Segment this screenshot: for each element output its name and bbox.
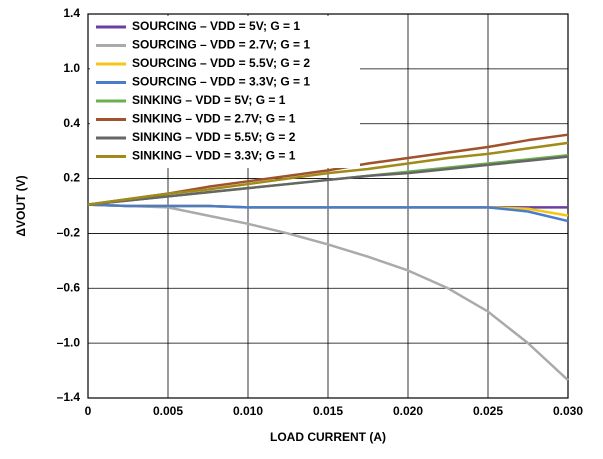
plot-frame: [87, 13, 569, 399]
series-line: [87, 155, 569, 206]
legend-label: SOURCING – VDD = 5V; G = 1: [132, 19, 300, 33]
legend-label: SINKING – VDD = 2.7V; G = 1: [132, 112, 296, 126]
legend-label: SOURCING – VDD = 3.3V; G = 1: [132, 75, 310, 89]
y-tick-label: 0.4: [63, 116, 80, 130]
x-tick-label: 0.025: [473, 404, 503, 418]
x-tick-label: 0.015: [313, 404, 343, 418]
x-tick-label: 0.005: [153, 404, 183, 418]
x-tick-label: 0.020: [393, 404, 423, 418]
x-tick-label: 0.010: [233, 404, 263, 418]
legend-label: SOURCING – VDD = 2.7V; G = 1: [132, 38, 310, 52]
x-axis-label: LOAD CURRENT (A): [270, 430, 386, 444]
series-line: [87, 203, 569, 223]
y-tick-label: –0.2: [57, 226, 81, 240]
x-tick-label: 0: [85, 404, 92, 418]
y-tick-label: –1.4: [57, 390, 81, 404]
y-tick-label: –1.0: [57, 335, 81, 349]
series-line: [87, 203, 569, 382]
legend-label: SINKING – VDD = 5.5V; G = 2: [132, 130, 296, 144]
series-line: [87, 141, 569, 206]
legend-label: SINKING – VDD = 5V; G = 1: [132, 93, 286, 107]
y-tick-label: –0.6: [57, 280, 81, 294]
y-tick-label: 0.2: [63, 171, 80, 185]
legend-label: SINKING – VDD = 3.3V; G = 1: [132, 149, 296, 163]
y-axis-label: ΔVOUT (V): [14, 175, 28, 236]
legend-box: [90, 16, 360, 168]
x-tick-label: 0.030: [553, 404, 583, 418]
y-tick-label: 1.4: [63, 6, 80, 20]
legend-label: SOURCING – VDD = 5.5V; G = 2: [132, 56, 310, 70]
y-tick-label: 1.0: [63, 61, 80, 75]
